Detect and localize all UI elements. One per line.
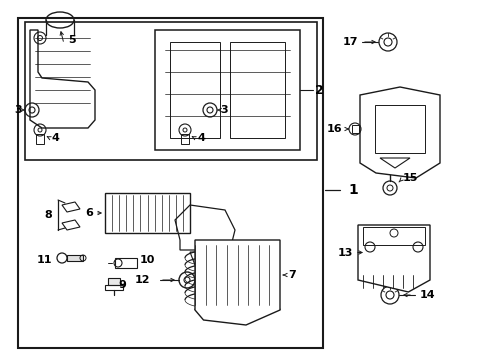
Polygon shape <box>195 240 280 325</box>
Bar <box>155 30 299 150</box>
Text: 4: 4 <box>52 133 60 143</box>
Bar <box>105 193 190 233</box>
Bar <box>67 255 83 261</box>
Text: 1: 1 <box>347 183 357 197</box>
Bar <box>362 227 424 245</box>
Text: 2: 2 <box>314 84 323 96</box>
Bar <box>170 42 220 138</box>
Polygon shape <box>175 205 235 250</box>
Bar <box>25 22 316 160</box>
Bar <box>108 278 120 285</box>
Text: 12: 12 <box>134 275 150 285</box>
Polygon shape <box>30 30 95 128</box>
Bar <box>105 285 123 290</box>
Text: 16: 16 <box>325 124 341 134</box>
Text: 11: 11 <box>37 255 52 265</box>
Polygon shape <box>357 225 429 292</box>
Bar <box>36 134 44 144</box>
Bar <box>351 125 358 133</box>
Text: 5: 5 <box>68 35 76 45</box>
Text: 15: 15 <box>402 173 418 183</box>
Polygon shape <box>359 87 439 178</box>
Text: 17: 17 <box>342 37 357 47</box>
Text: 8: 8 <box>44 210 52 220</box>
Text: 4: 4 <box>197 133 204 143</box>
Text: 9: 9 <box>118 280 125 290</box>
Text: 13: 13 <box>337 248 352 257</box>
Bar <box>181 134 189 144</box>
Bar <box>18 18 323 348</box>
Text: 7: 7 <box>287 270 295 280</box>
Bar <box>374 105 424 153</box>
Text: 3: 3 <box>220 105 227 115</box>
Bar <box>115 258 137 268</box>
Bar <box>229 42 285 138</box>
Text: 3: 3 <box>14 105 22 115</box>
Text: 14: 14 <box>419 290 435 300</box>
Text: 6: 6 <box>85 208 93 218</box>
Text: 10: 10 <box>140 255 155 265</box>
